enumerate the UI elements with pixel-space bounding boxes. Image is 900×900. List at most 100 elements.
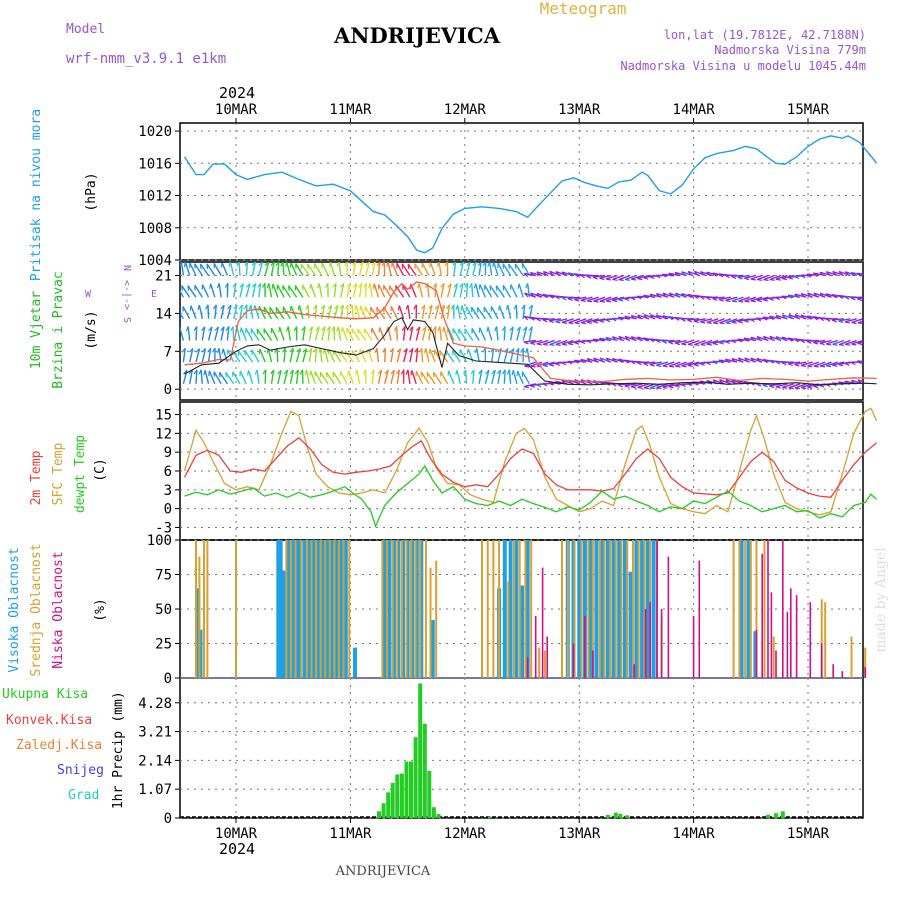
wind-legend-w: W xyxy=(85,289,92,300)
wind-arrow-head xyxy=(737,357,743,363)
wind-arrow-head xyxy=(388,285,391,291)
wind-arrow xyxy=(446,283,452,298)
cloud-bar xyxy=(300,540,303,678)
wind-arrow-head xyxy=(289,369,294,375)
wind-arrow-head xyxy=(452,262,457,267)
wind-arrow-head xyxy=(800,339,806,344)
wind-arrow xyxy=(332,349,342,363)
wind-arrow-head xyxy=(331,326,335,332)
wind-arrow-head xyxy=(674,317,680,321)
wind-arrow-head xyxy=(299,369,304,375)
wind-arrow-head xyxy=(580,358,585,364)
wind-arrow-head xyxy=(374,347,378,354)
wind-arrow-head xyxy=(611,336,617,341)
wind-arrow-head xyxy=(549,364,555,367)
wind-arrow-head xyxy=(382,347,386,353)
wind-arrow-head xyxy=(275,262,280,267)
precip-bar xyxy=(780,811,785,818)
wind-arrow-head xyxy=(850,271,856,277)
wind-arrow-head xyxy=(520,347,524,353)
wind-arrow xyxy=(549,339,562,346)
wind-arrow xyxy=(510,284,518,298)
y-tick-label: 9 xyxy=(164,445,172,461)
wind-arrow-head xyxy=(655,339,661,344)
y-tick-label: 0 xyxy=(164,502,172,518)
wind-arrow xyxy=(398,305,405,320)
wind-arrow-head xyxy=(763,336,768,341)
wind-arrow-head xyxy=(317,347,321,354)
wind-arrow-head xyxy=(800,293,806,298)
y-tick-label: -3 xyxy=(155,520,172,536)
wind-arrow-head xyxy=(523,272,529,277)
precip-bar xyxy=(488,816,492,818)
panel-wind: 0 7 14 21 xyxy=(155,261,864,401)
wind-arrow xyxy=(376,348,380,363)
wind-arrow-head xyxy=(775,314,780,320)
wind-arrow-head xyxy=(630,360,636,365)
wind-arrow-head xyxy=(275,307,278,313)
wind-arrow xyxy=(308,348,313,363)
cloud-bar xyxy=(640,540,645,678)
wind-arrow-head xyxy=(605,278,612,281)
wind-arrow xyxy=(794,383,807,389)
wind-arrow xyxy=(471,283,474,298)
wind-arrow-head xyxy=(813,365,819,368)
wind-arrow-head xyxy=(655,274,661,279)
wind-arrow xyxy=(401,263,411,276)
wind-arrow xyxy=(337,326,342,341)
wind-arrow xyxy=(662,339,675,342)
wind-arrow-head xyxy=(270,369,275,375)
cloud-bar xyxy=(643,540,646,678)
cloud-bar xyxy=(795,595,798,678)
precip-bar xyxy=(399,773,404,818)
wind-arrow xyxy=(612,274,625,281)
cloud-bar xyxy=(530,540,533,678)
cloud-bar xyxy=(302,540,307,678)
wind-arrow xyxy=(306,263,317,276)
cloud-bar xyxy=(644,609,647,678)
wind-arrow xyxy=(693,318,706,322)
wind-arrow xyxy=(233,283,237,298)
y-tick-label: 7 xyxy=(164,344,172,360)
cloud-labels: Visoka Oblacnost Srednja Oblacnost Niska… xyxy=(7,543,108,676)
cloud-bar xyxy=(753,631,758,678)
wind-arrow-head xyxy=(354,305,357,311)
wind-arrow-head xyxy=(813,341,819,345)
cloud-bar xyxy=(481,540,483,678)
wind-arrow-head xyxy=(643,277,649,280)
wind-arrow xyxy=(376,306,386,320)
wind-arrow xyxy=(327,326,331,341)
cloud-bar xyxy=(492,540,495,678)
wind-arrow xyxy=(490,306,499,320)
wind-arrow-head xyxy=(661,340,667,344)
wind-arrow-head xyxy=(376,307,378,313)
wind-arrow xyxy=(719,318,732,324)
wind-arrow xyxy=(314,348,317,363)
precip-bar xyxy=(436,814,441,818)
cloud-bar xyxy=(660,609,663,678)
wind-arrow xyxy=(453,262,457,276)
y-tick-label: 3 xyxy=(164,483,172,499)
wind-arrow xyxy=(434,305,440,319)
precip-legend-conv: Konvek.Kisa xyxy=(6,713,92,728)
wind-arrow-head xyxy=(618,279,624,281)
wind-arrow-head xyxy=(631,278,637,281)
wind-arrow xyxy=(807,315,820,320)
wind-arrow xyxy=(439,350,449,363)
wind-arrow-head xyxy=(460,305,463,311)
wind-arrow xyxy=(461,305,468,320)
wind-arrow-head xyxy=(349,304,353,310)
wind-arrow xyxy=(509,348,515,363)
wind-arrow-head xyxy=(661,273,667,278)
wind-arrow-head xyxy=(605,336,611,342)
wind-arrow xyxy=(612,296,624,302)
cloud-bar xyxy=(572,643,575,678)
cloud-bar xyxy=(841,671,844,678)
wind-arrow-head xyxy=(476,307,479,313)
wind-arrow-head xyxy=(586,275,592,279)
wind-arrow xyxy=(599,296,612,302)
wind-arrow xyxy=(302,326,306,341)
wind-arrow-head xyxy=(237,350,240,356)
wind-arrow-head xyxy=(542,271,548,276)
wind-arrow-head xyxy=(297,305,300,311)
